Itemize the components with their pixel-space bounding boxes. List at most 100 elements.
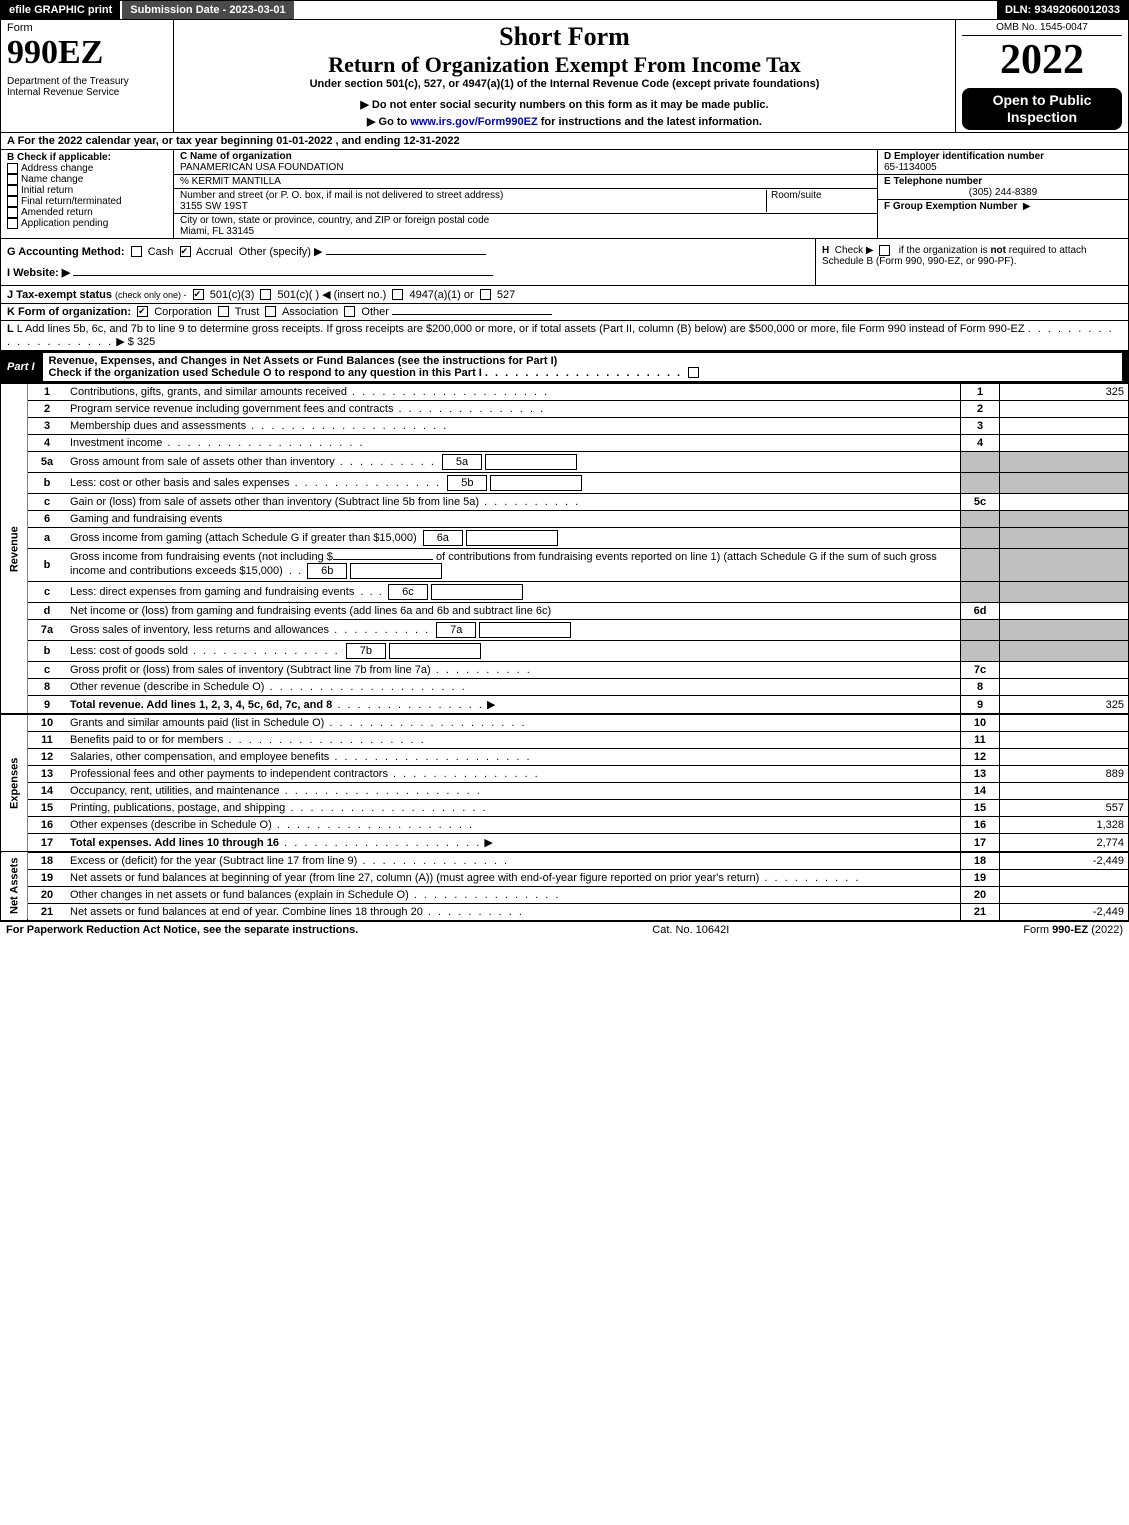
checkbox-name-change[interactable]: Name change	[7, 174, 167, 185]
website-label: I Website: ▶	[7, 267, 70, 279]
checkbox-h[interactable]	[879, 245, 890, 256]
cb-label-5: Application pending	[21, 218, 108, 229]
l6a-text: Gross income from gaming (attach Schedul…	[66, 527, 961, 548]
l3-rn: 3	[961, 417, 1000, 434]
checkbox-cash[interactable]	[131, 246, 142, 257]
checkbox-501c[interactable]	[260, 289, 271, 300]
header-center: Short Form Return of Organization Exempt…	[174, 20, 955, 132]
checkbox-final-return[interactable]: Final return/terminated	[7, 196, 167, 207]
l7b-mini[interactable]	[389, 643, 481, 659]
checkbox-501c3[interactable]	[193, 289, 204, 300]
l7a-mini[interactable]	[479, 622, 571, 638]
l4-rn: 4	[961, 434, 1000, 451]
l9-rn: 9	[961, 696, 1000, 715]
l14-amt	[1000, 783, 1129, 800]
l21-rn: 21	[961, 904, 1000, 921]
l6a-mini[interactable]	[466, 530, 558, 546]
checkbox-trust[interactable]	[218, 306, 229, 317]
l8-amt	[1000, 679, 1129, 696]
l21-num: 21	[28, 904, 67, 921]
l5b-amt	[1000, 472, 1129, 493]
checkbox-corp[interactable]	[137, 306, 148, 317]
l10-text: Grants and similar amounts paid (list in…	[66, 714, 961, 732]
l14-num: 14	[28, 783, 67, 800]
line-16: 16 Other expenses (describe in Schedule …	[1, 817, 1128, 834]
k-trust: Trust	[235, 306, 260, 318]
l4-amt	[1000, 434, 1129, 451]
ein-row: D Employer identification number 65-1134…	[878, 150, 1128, 175]
line-5c: c Gain or (loss) from sale of assets oth…	[1, 493, 1128, 510]
j-o2: 501(c)( ) ◀ (insert no.)	[278, 289, 387, 301]
section-a: A For the 2022 calendar year, or tax yea…	[1, 133, 1128, 150]
l7c-amt	[1000, 662, 1129, 679]
checkbox-accrual[interactable]	[180, 246, 191, 257]
dept-treasury: Department of the Treasury	[7, 76, 167, 87]
l6d-rn: 6d	[961, 603, 1000, 620]
group-row: F Group Exemption Number ▶	[878, 200, 1128, 213]
l6a-box: 6a	[423, 530, 463, 546]
section-i: I Website: ▶	[7, 266, 809, 279]
website-input-line[interactable]	[73, 275, 493, 276]
org-name-row: C Name of organization PANAMERICAN USA F…	[174, 150, 877, 175]
l6b-num: b	[28, 548, 67, 581]
section-gh: G Accounting Method: Cash Accrual Other …	[1, 239, 1128, 286]
checkbox-amended-return[interactable]: Amended return	[7, 207, 167, 218]
line-5a: 5a Gross amount from sale of assets othe…	[1, 451, 1128, 472]
l11-rn: 11	[961, 732, 1000, 749]
open-public-badge: Open to Public Inspection	[962, 88, 1122, 130]
netassets-vlabel: Net Assets	[1, 852, 28, 920]
l7b-rn	[961, 641, 1000, 662]
l13-amt: 889	[1000, 766, 1129, 783]
line-6b: b Gross income from fundraising events (…	[1, 548, 1128, 581]
l20-rn: 20	[961, 887, 1000, 904]
checkbox-527[interactable]	[480, 289, 491, 300]
arrow-icon: ▶	[1023, 201, 1031, 212]
l5b-rn	[961, 472, 1000, 493]
street-label: Number and street (or P. O. box, if mail…	[180, 190, 503, 201]
checkbox-application-pending[interactable]: Application pending	[7, 218, 167, 229]
org-name: PANAMERICAN USA FOUNDATION	[180, 162, 344, 173]
l12-rn: 12	[961, 749, 1000, 766]
l2-rn: 2	[961, 400, 1000, 417]
k-corp: Corporation	[154, 306, 211, 318]
l9-num: 9	[28, 696, 67, 715]
other-org-input[interactable]	[392, 314, 552, 315]
form-container: Form 990EZ Department of the Treasury In…	[0, 20, 1129, 921]
line-18: Net Assets 18 Excess or (deficit) for th…	[1, 852, 1128, 870]
checkbox-schedule-o[interactable]	[688, 367, 699, 378]
l5c-text: Gain or (loss) from sale of assets other…	[66, 493, 961, 510]
part-i-header: Part I Revenue, Expenses, and Changes in…	[1, 351, 1128, 383]
line-6d: d Net income or (loss) from gaming and f…	[1, 603, 1128, 620]
header-left: Form 990EZ Department of the Treasury In…	[1, 20, 174, 132]
checkbox-address-change[interactable]: Address change	[7, 163, 167, 174]
l5a-mini[interactable]	[485, 454, 577, 470]
l5c-num: c	[28, 493, 67, 510]
j-label: J Tax-exempt status	[7, 289, 112, 301]
l6-text: Gaming and fundraising events	[66, 510, 961, 527]
line-17: 17 Total expenses. Add lines 10 through …	[1, 834, 1128, 853]
other-input-line[interactable]	[326, 254, 486, 255]
j-o4: 527	[497, 289, 515, 301]
l-amount: $ 325	[128, 336, 156, 348]
form-word: Form	[7, 22, 167, 34]
l7b-text: Less: cost of goods sold 7b	[66, 641, 961, 662]
l6b-blank[interactable]	[333, 559, 433, 560]
l17-text: Total expenses. Add lines 10 through 16 …	[66, 834, 961, 853]
checkbox-other-org[interactable]	[344, 306, 355, 317]
irs-link[interactable]: www.irs.gov/Form990EZ	[410, 116, 537, 128]
checkbox-assoc[interactable]	[265, 306, 276, 317]
dln-label: DLN: 93492060012033	[997, 1, 1128, 19]
l7c-text: Gross profit or (loss) from sales of inv…	[66, 662, 961, 679]
l5b-mini[interactable]	[490, 475, 582, 491]
l5a-box: 5a	[442, 454, 482, 470]
l6d-num: d	[28, 603, 67, 620]
l6-rn	[961, 510, 1000, 527]
section-k: K Form of organization: Corporation Trus…	[1, 304, 1128, 321]
checkbox-4947[interactable]	[392, 289, 403, 300]
l6b-mini[interactable]	[350, 563, 442, 579]
checkbox-initial-return[interactable]: Initial return	[7, 185, 167, 196]
l6c-mini[interactable]	[431, 584, 523, 600]
l7a-text: Gross sales of inventory, less returns a…	[66, 620, 961, 641]
efile-print-button[interactable]: efile GRAPHIC print	[1, 1, 122, 19]
l8-rn: 8	[961, 679, 1000, 696]
